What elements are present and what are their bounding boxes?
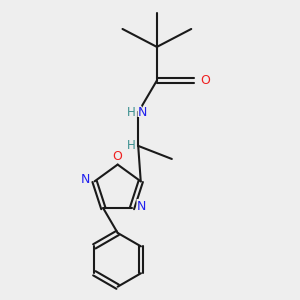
Text: O: O	[110, 149, 124, 164]
Text: O: O	[112, 150, 122, 163]
Text: N: N	[134, 199, 148, 214]
Text: H: H	[127, 106, 136, 119]
Text: N: N	[80, 173, 90, 186]
Text: H: H	[125, 105, 138, 120]
Text: O: O	[198, 73, 211, 88]
Text: N: N	[136, 200, 146, 213]
Text: H: H	[125, 138, 138, 153]
Text: N: N	[138, 106, 147, 119]
Text: O: O	[200, 74, 210, 87]
Text: H: H	[127, 140, 136, 152]
Text: N: N	[136, 105, 149, 120]
Text: N: N	[79, 172, 92, 187]
